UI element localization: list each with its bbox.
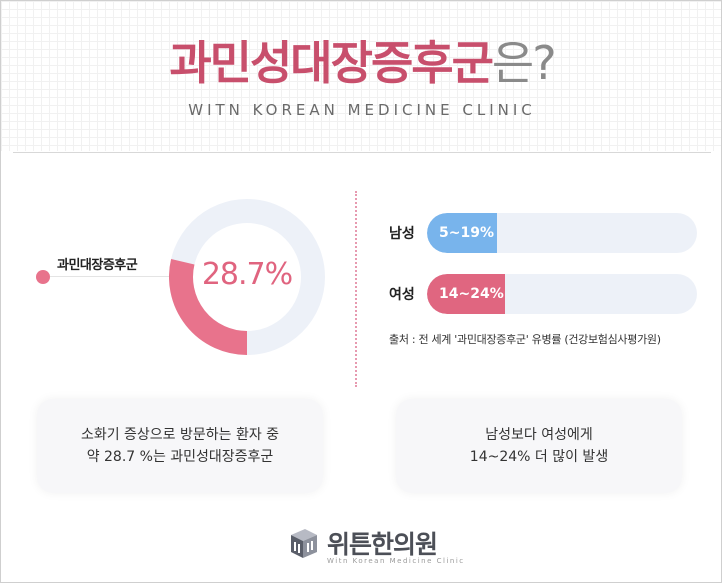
page-title: 과민성대장증후군은? [1, 33, 721, 93]
logo-subtitle: Witn Korean Medicine Clinic [327, 557, 465, 565]
donut-chart: 28.7% [169, 199, 325, 355]
legend-dot [36, 270, 50, 284]
summary-box-left: 소화기 증상으로 방문하는 환자 중 약 28.7 %는 과민성대장증후군 [37, 399, 323, 493]
source-note: 출처 : 전 세계 '과민대장증후군' 유병률 (건강보험심사평가원) [389, 333, 661, 346]
header-divider [13, 152, 711, 153]
summary-box-right: 남성보다 여성에게 14~24% 더 많이 발생 [396, 399, 682, 493]
dotted-divider [355, 191, 357, 387]
title-suffix: 은? [491, 36, 557, 90]
summary-right-line1: 남성보다 여성에게 [485, 427, 593, 443]
legend-line [50, 276, 178, 277]
donut-segment [169, 259, 248, 355]
bar-fill-male: 5~19% [427, 213, 498, 253]
witn-logo-icon [291, 529, 317, 558]
summary-right-line2: 14~24% 더 많이 발생 [469, 449, 609, 465]
donut-value: 28.7% [201, 257, 293, 292]
header-section: 과민성대장증후군은? WITN KOREAN MEDICINE CLINIC [1, 1, 721, 151]
title-main: 과민성대장증후군 [169, 36, 494, 90]
bar-fill-female: 14~24% [427, 274, 506, 314]
bar-label-male: 남성 [389, 226, 415, 242]
donut-svg [169, 199, 325, 355]
bar-track-female: 14~24% [427, 274, 697, 314]
donut-legend-label: 과민대장증후군 [57, 258, 138, 273]
bar-label-female: 여성 [389, 287, 415, 303]
logo-name: 위튼한의원 [327, 530, 438, 559]
bar-track-male: 5~19% [427, 213, 697, 253]
summary-left-line1: 소화기 증상으로 방문하는 환자 중 [80, 427, 280, 443]
summary-left-line2: 약 28.7 %는 과민성대장증후군 [86, 449, 274, 465]
clinic-logo: 위튼한의원 Witn Korean Medicine Clinic [285, 521, 463, 571]
page-subtitle: WITN KOREAN MEDICINE CLINIC [188, 101, 536, 119]
